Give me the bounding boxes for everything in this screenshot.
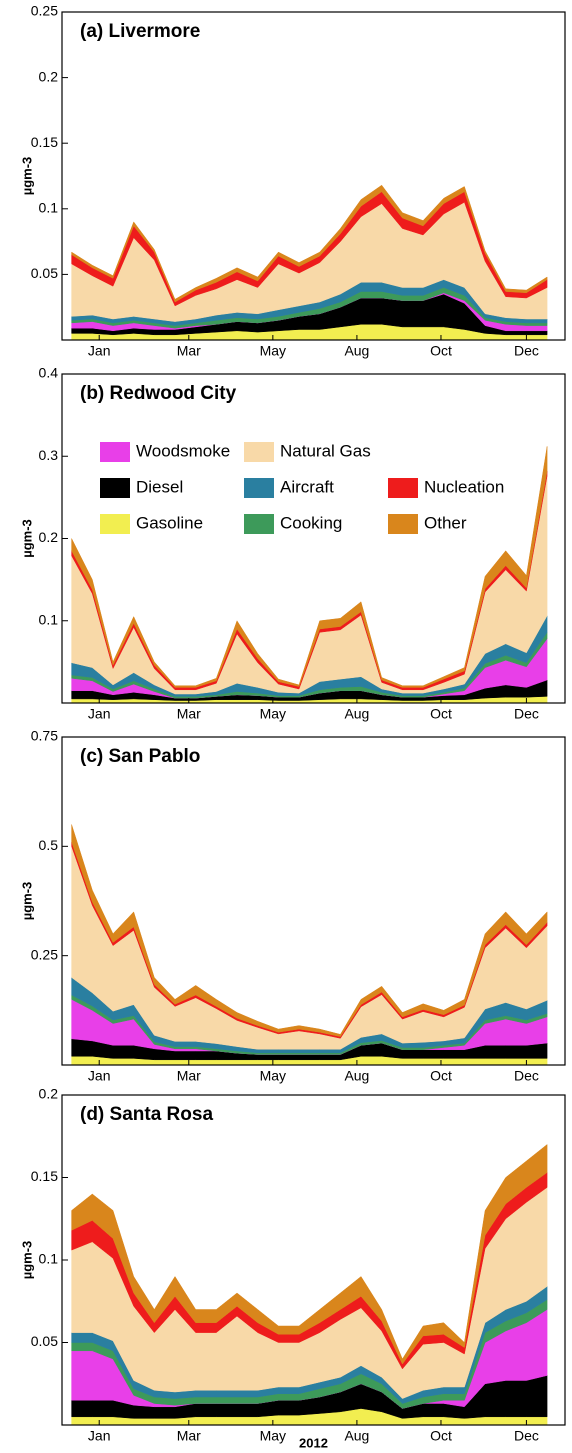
y-tick-label: 0.2: [39, 1086, 59, 1102]
x-tick-label: Mar: [177, 1068, 201, 1084]
area: [71, 1143, 548, 1365]
x-tick-label: Dec: [514, 1068, 539, 1084]
area: [71, 184, 548, 303]
y-tick-label: 0.05: [31, 1333, 58, 1349]
x-tick-label: May: [260, 1428, 286, 1444]
legend-swatch: [100, 442, 130, 462]
y-tick-label: 0.1: [39, 200, 59, 216]
legend-label: Other: [424, 513, 467, 532]
plot-frame: [61, 11, 566, 341]
x-tick-label: Jan: [88, 1068, 111, 1084]
x-tick-label: Mar: [177, 706, 201, 722]
y-axis-label: µgm-3: [19, 882, 34, 921]
x-tick-label: Oct: [430, 1428, 452, 1444]
panel-title: (d) Santa Rosa: [80, 1104, 213, 1125]
y-axis-label: µgm-3: [19, 519, 34, 558]
legend-swatch: [388, 514, 418, 534]
x-tick-label: Aug: [344, 1068, 369, 1084]
x-tick-label: May: [260, 706, 286, 722]
legend-label: Gasoline: [136, 513, 203, 532]
panel-title: (a) Livermore: [80, 21, 200, 42]
y-tick-label: 0.25: [31, 3, 58, 19]
area: [71, 824, 548, 1037]
y-tick-label: 0.2: [39, 529, 59, 545]
y-tick-label: 0.5: [39, 837, 59, 853]
plot-frame: [61, 736, 566, 1066]
y-tick-label: 0.05: [31, 265, 58, 281]
y-tick-label: 0.3: [39, 447, 59, 463]
y-axis-label: µgm-3: [19, 157, 34, 196]
y-tick-label: 0.25: [31, 946, 58, 962]
x-tick-label: Dec: [514, 1428, 539, 1444]
y-tick-label: 0.75: [31, 728, 58, 744]
x-tick-label: Oct: [430, 706, 452, 722]
legend-label: Diesel: [136, 477, 183, 496]
x-tick-label: May: [260, 1068, 286, 1084]
legend-label: Natural Gas: [280, 441, 371, 460]
x-tick-label: Mar: [177, 1428, 201, 1444]
x-tick-label: Oct: [430, 343, 452, 359]
legend-label: Nucleation: [424, 477, 504, 496]
panel-title: (c) San Pablo: [80, 746, 200, 767]
x-tick-label: Aug: [344, 1428, 369, 1444]
area: [71, 446, 548, 688]
x-axis-label: 2012: [299, 1435, 328, 1450]
legend-label: Aircraft: [280, 477, 334, 496]
y-tick-label: 0.1: [39, 1251, 59, 1267]
legend-swatch: [244, 478, 274, 498]
x-tick-label: Jan: [88, 1428, 111, 1444]
x-tick-label: Aug: [344, 343, 369, 359]
legend-swatch: [100, 478, 130, 498]
x-tick-label: Aug: [344, 706, 369, 722]
y-tick-label: 0.15: [31, 134, 58, 150]
x-tick-label: Dec: [514, 343, 539, 359]
x-tick-label: Jan: [88, 706, 111, 722]
legend-swatch: [388, 478, 418, 498]
legend-label: Woodsmoke: [136, 441, 230, 460]
y-tick-label: 0.1: [39, 611, 59, 627]
y-tick-label: 0.2: [39, 68, 59, 84]
y-tick-label: 0.4: [39, 365, 59, 381]
x-tick-label: Oct: [430, 1068, 452, 1084]
legend-label: Cooking: [280, 513, 342, 532]
legend-swatch: [244, 514, 274, 534]
legend-swatch: [100, 514, 130, 534]
x-tick-label: Mar: [177, 343, 201, 359]
y-tick-label: 0.15: [31, 1168, 58, 1184]
x-tick-label: May: [260, 343, 286, 359]
legend-swatch: [244, 442, 274, 462]
x-tick-label: Jan: [88, 343, 111, 359]
panel-title: (b) Redwood City: [80, 383, 237, 404]
y-axis-label: µgm-3: [19, 1241, 34, 1280]
x-tick-label: Dec: [514, 706, 539, 722]
